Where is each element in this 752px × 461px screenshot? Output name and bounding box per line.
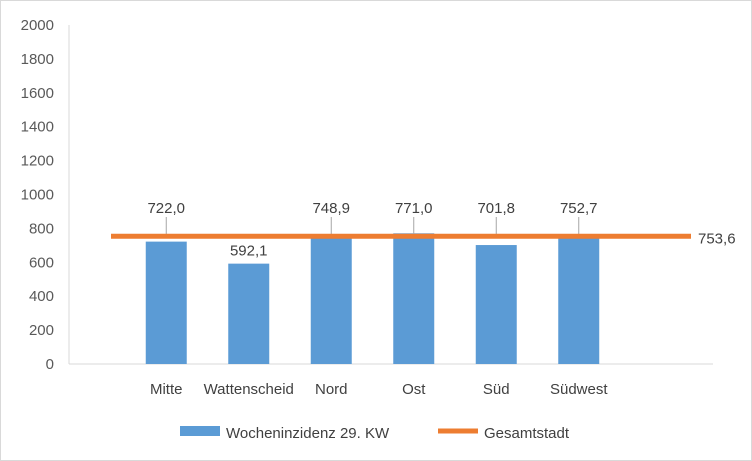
bar-value-label: 592,1 xyxy=(230,243,268,260)
y-tick-label: 200 xyxy=(29,322,54,339)
bar-value-label: 771,0 xyxy=(395,200,433,217)
bar xyxy=(310,237,352,364)
category-label: Süd xyxy=(483,381,510,398)
category-label: Wattenscheid xyxy=(204,381,294,398)
label-leader-lines xyxy=(165,217,580,237)
legend-label-bar: Wocheninzidenz 29. KW xyxy=(226,425,390,442)
legend: Wocheninzidenz 29. KW Gesamtstadt xyxy=(180,425,570,442)
y-tick-label: 1200 xyxy=(21,153,54,170)
y-tick-label: 1800 xyxy=(21,51,54,68)
y-tick-label: 600 xyxy=(29,254,54,271)
legend-label-line: Gesamtstadt xyxy=(484,425,570,442)
y-tick-label: 2000 xyxy=(21,17,54,34)
bar xyxy=(393,233,435,364)
legend-swatch-bar xyxy=(180,426,220,436)
bar xyxy=(228,263,270,364)
bar-value-label: 701,8 xyxy=(477,200,515,217)
y-tick-label: 1400 xyxy=(21,119,54,136)
bars xyxy=(145,233,600,364)
y-tick-label: 1600 xyxy=(21,85,54,102)
y-tick-label: 1000 xyxy=(21,187,54,204)
category-labels: Mitte Wattenscheid Nord Ost Süd Südwest xyxy=(150,381,608,398)
category-label: Mitte xyxy=(150,381,183,398)
bar-value-label: 752,7 xyxy=(560,200,598,217)
y-tick-label: 400 xyxy=(29,288,54,305)
category-label: Ost xyxy=(402,381,426,398)
y-axis-ticks: 0 200 400 600 800 1000 1200 1400 1600 1800 2000 xyxy=(21,17,54,373)
bar xyxy=(145,241,187,364)
bar xyxy=(475,245,517,364)
y-tick-label: 800 xyxy=(29,220,54,237)
gesamtstadt-value-label: 753,6 xyxy=(698,230,736,247)
y-tick-label: 0 xyxy=(46,356,54,373)
category-label: Nord xyxy=(315,381,348,398)
bar xyxy=(558,236,600,364)
bar-value-label: 722,0 xyxy=(147,200,185,217)
bar-value-label: 748,9 xyxy=(312,200,350,217)
data-labels: 722,0 592,1 748,9 771,0 701,8 752,7 753,6 xyxy=(147,200,735,260)
category-label: Südwest xyxy=(550,381,608,398)
